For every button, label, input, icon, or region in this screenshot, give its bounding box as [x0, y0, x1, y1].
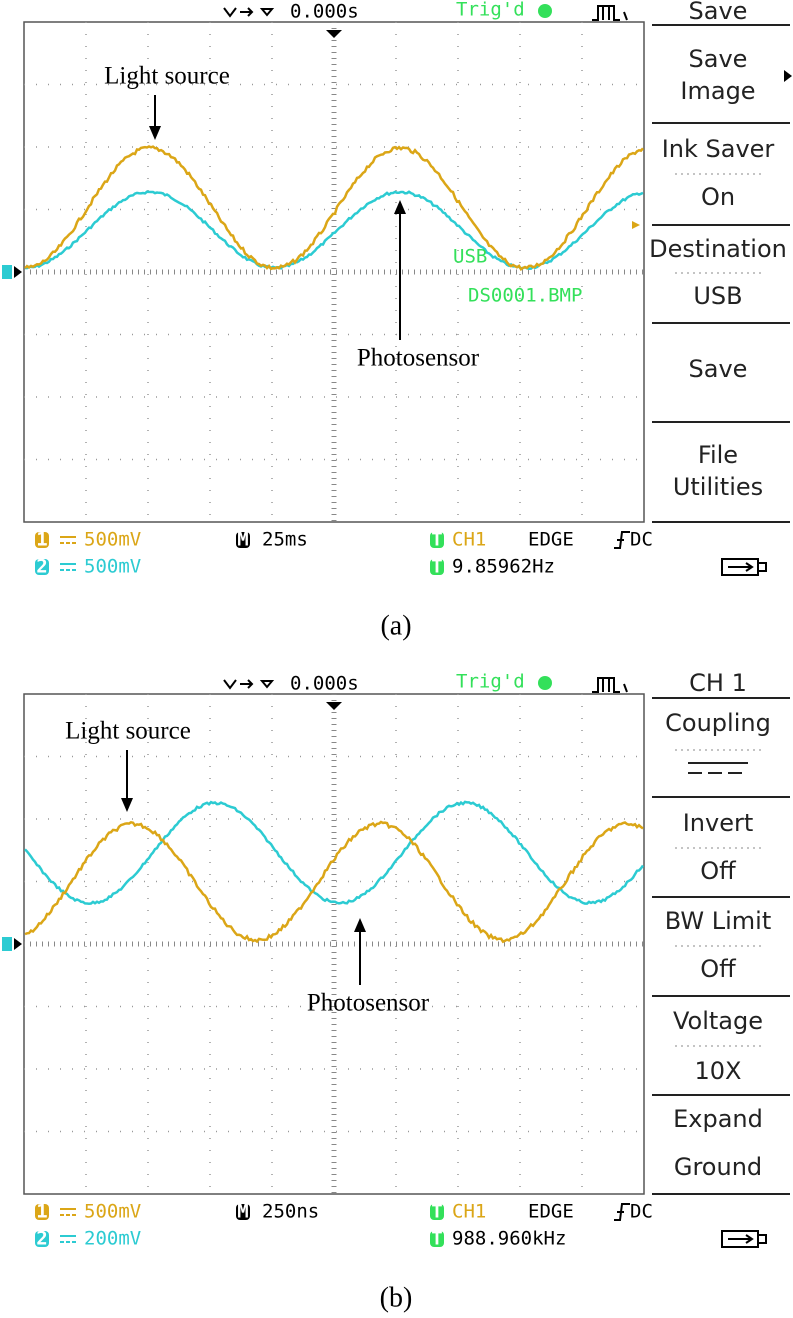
annotation: Photosensor	[357, 345, 480, 372]
trigger-type: EDGE	[528, 529, 574, 551]
badge-text: 1	[36, 1201, 47, 1223]
badge-text: T	[431, 1201, 442, 1223]
waveform	[24, 800, 645, 905]
badge-text: 2	[36, 1228, 47, 1250]
badge	[35, 1231, 49, 1247]
menu-item-text[interactable]: Off	[700, 955, 736, 983]
trigger-state: Trig'd	[456, 671, 525, 693]
annotation: Light source	[104, 63, 230, 90]
pulse-icon	[592, 677, 628, 693]
time-scale: 250ns	[262, 1201, 319, 1223]
menu-item-text[interactable]: Ground	[674, 1153, 762, 1181]
badge-text: T	[431, 529, 442, 551]
menu-item-text[interactable]: Voltage	[673, 1007, 763, 1035]
badge	[430, 559, 444, 575]
menu-item-text[interactable]: Off	[700, 857, 736, 885]
ch2-ground-tag	[2, 937, 12, 951]
edge-icon	[614, 1203, 630, 1221]
badge-text: T	[431, 556, 442, 578]
edge-icon	[614, 531, 630, 549]
badge-text: 1	[36, 529, 47, 551]
badge	[236, 1204, 250, 1220]
caption: (a)	[380, 610, 411, 641]
trigger-state: Trig'd	[456, 0, 525, 21]
annotation: Light source	[65, 718, 191, 745]
trigger-marker	[326, 30, 342, 38]
frequency: 9.85962Hz	[452, 556, 555, 578]
menu-item-text[interactable]: Expand	[673, 1105, 763, 1133]
file-info: DS0001.BMP	[468, 285, 582, 307]
time-offset: 0.000s	[290, 673, 359, 695]
usb-icon	[728, 1234, 767, 1244]
menu-item-text[interactable]: Utilities	[673, 473, 763, 501]
menu-item-text[interactable]: Ink Saver	[662, 135, 775, 163]
ch2-scale: 500mV	[84, 556, 141, 578]
badge-text: M	[237, 1201, 248, 1223]
ch2-marker	[14, 266, 22, 278]
badge	[430, 1204, 444, 1220]
menu-item-text[interactable]: Save	[689, 45, 748, 73]
menu-item-text[interactable]: USB	[693, 282, 742, 310]
graticule-frame	[23, 693, 645, 1195]
caption: (b)	[380, 1282, 413, 1313]
timebase-icon	[223, 679, 275, 690]
trigger-marker	[326, 702, 342, 710]
arrow-head	[149, 126, 161, 140]
usb-icon	[721, 1230, 759, 1248]
badge	[236, 532, 250, 548]
submenu-arrow	[784, 70, 792, 82]
trigger-source: CH1	[452, 529, 486, 551]
badge	[430, 532, 444, 548]
menu-item-text[interactable]: File	[698, 441, 738, 469]
menu-item-text[interactable]: Image	[680, 77, 755, 105]
menu-item-text[interactable]: 10X	[695, 1057, 742, 1085]
trigger-icon	[538, 676, 552, 690]
badge	[35, 532, 49, 548]
usb-icon	[721, 558, 759, 576]
trigger-coupling: DC	[630, 529, 653, 551]
ch1-scale: 500mV	[84, 529, 141, 551]
menu-item-text[interactable]: On	[701, 183, 735, 211]
badge	[35, 559, 49, 575]
trigger-coupling: DC	[630, 1201, 653, 1223]
arrow-head	[394, 200, 406, 214]
scope-screen: 0.000s Trig'd Light source Photosensor CH 1 C…	[2, 669, 790, 1250]
badge	[35, 1204, 49, 1220]
usb-icon	[728, 562, 767, 572]
waveform	[24, 820, 644, 944]
arrow-head	[121, 798, 133, 812]
annotation: Photosensor	[307, 990, 430, 1017]
menu-title: Save	[689, 0, 748, 25]
ch2-ground-tag	[2, 265, 12, 279]
time-scale: 25ms	[262, 529, 308, 551]
waveform	[24, 145, 644, 272]
badge-text: 2	[36, 556, 47, 578]
menu-title: CH 1	[689, 669, 747, 697]
trigger-icon	[538, 4, 552, 18]
time-offset: 0.000s	[290, 1, 359, 23]
arrow-head	[354, 918, 366, 932]
ch1-scale: 500mV	[84, 1201, 141, 1223]
file-info: USB	[453, 246, 487, 268]
menu-item-text[interactable]: Save	[689, 355, 748, 383]
badge	[430, 1231, 444, 1247]
trigger-type: EDGE	[528, 1201, 574, 1223]
ch2-scale: 200mV	[84, 1228, 141, 1250]
menu-item-text[interactable]: Destination	[649, 235, 787, 263]
scope-screen: 0.000s Trig'd USB DS0001.BMP Light source Pho…	[2, 0, 792, 578]
pulse-icon	[592, 5, 628, 21]
menu-item-text[interactable]: Coupling	[665, 709, 771, 737]
ch1-level-marker	[632, 221, 640, 229]
trigger-source: CH1	[452, 1201, 486, 1223]
ch2-marker	[14, 938, 22, 950]
timebase-icon	[223, 7, 275, 18]
menu-item-text[interactable]: BW Limit	[665, 907, 771, 935]
frequency: 988.960kHz	[452, 1228, 566, 1250]
badge-text: M	[237, 529, 248, 551]
menu-item-text[interactable]: Invert	[683, 809, 754, 837]
badge-text: T	[431, 1228, 442, 1250]
graticule-frame	[23, 21, 645, 523]
